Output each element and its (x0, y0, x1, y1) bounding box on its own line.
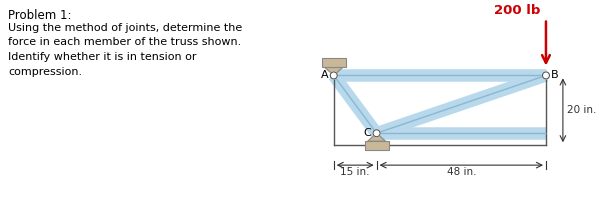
Polygon shape (368, 133, 385, 141)
Bar (322, 59, 345, 68)
Text: Using the method of joints, determine the
force in each member of the truss show: Using the method of joints, determine th… (8, 23, 242, 77)
Text: C: C (364, 128, 371, 138)
Polygon shape (325, 68, 342, 75)
Circle shape (373, 130, 380, 137)
Text: Problem 1:: Problem 1: (8, 9, 71, 22)
Circle shape (542, 72, 550, 79)
Bar (365, 141, 388, 150)
Circle shape (330, 72, 337, 79)
Text: 20 in.: 20 in. (567, 105, 596, 115)
Text: A: A (321, 70, 329, 80)
Text: 15 in.: 15 in. (341, 167, 370, 177)
Text: 200 lb: 200 lb (493, 4, 540, 17)
Text: 48 in.: 48 in. (446, 167, 476, 177)
Text: B: B (551, 70, 559, 80)
